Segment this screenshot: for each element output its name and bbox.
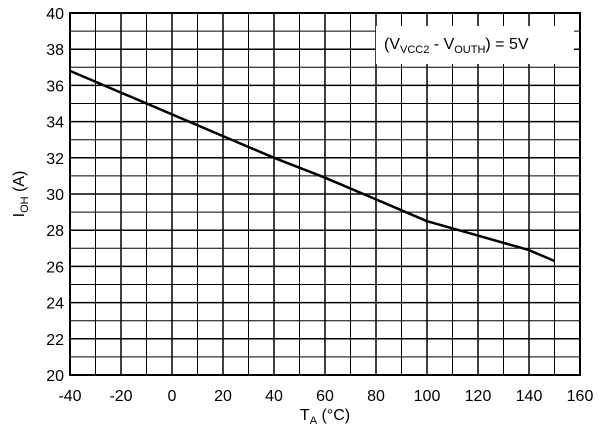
y-tick-labels: 20 22 24 26 28 30 32 34 36 38 40 [46,6,64,385]
annotation-mid: - V [429,36,454,53]
x-tick-label: 140 [516,388,543,405]
x-tick-label: 20 [214,388,232,405]
y-tick-label: 22 [46,332,64,349]
y-tick-label: 30 [46,187,64,204]
y-tick-label: 36 [46,78,64,95]
y-tick-label: 34 [46,115,64,132]
annotation-sub-outh: OUTH [454,44,485,56]
x-tick-label: -20 [109,388,132,405]
x-axis-title-rest: (°C) [317,407,350,424]
y-axis-title-rest: (A) [11,171,28,197]
x-tick-label: 120 [465,388,492,405]
y-tick-label: 38 [46,42,64,59]
x-tick-label: 60 [316,388,334,405]
y-tick-label: 24 [46,296,64,313]
y-tick-label: 28 [46,223,64,240]
x-tick-label: 160 [567,388,594,405]
annotation-close: ) = 5V [485,36,528,53]
y-tick-label: 32 [46,151,64,168]
x-tick-label: 0 [168,388,177,405]
y-tick-label: 26 [46,259,64,276]
x-axis-title-sub: A [310,415,318,427]
y-tick-label: 20 [46,368,64,385]
annotation-sub-vcc2: VCC2 [400,44,429,56]
x-tick-label: 100 [414,388,441,405]
x-axis-title-main: T [300,407,310,424]
x-tick-labels: -40 -20 0 20 40 60 80 100 120 140 160 [58,388,593,405]
y-axis-title-sub: OH [19,196,31,213]
y-tick-label: 40 [46,6,64,23]
x-tick-label: 80 [367,388,385,405]
annotation-background [376,26,574,64]
y-axis-title-main: I [11,213,28,217]
x-tick-label: 40 [265,388,283,405]
x-tick-label: -40 [58,388,81,405]
annotation: (VVCC2 - VOUTH) = 5V [376,26,574,64]
y-axis-title: IOH (A) [11,171,31,218]
annotation-open: (V [384,36,400,53]
annotation-text: (VVCC2 - VOUTH) = 5V [384,36,529,56]
x-axis-title: TA (°C) [300,407,350,427]
plot-frame [69,12,581,376]
series-line [69,69,555,263]
